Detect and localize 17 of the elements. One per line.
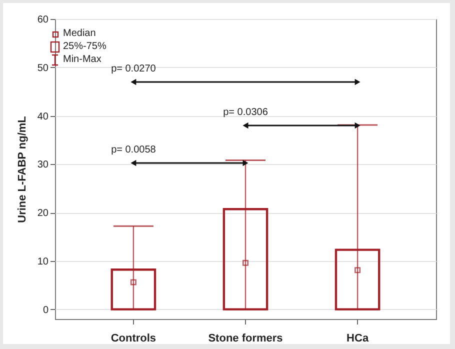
y-tick-label: 0 [42, 304, 49, 316]
annotation: Median [63, 27, 96, 40]
y-tick-label: 60 [37, 14, 49, 26]
y-tick-label: 10 [37, 256, 49, 268]
y-axis-title: Urine L-FABP ng/mL [16, 116, 28, 223]
annotation: Min-Max [63, 53, 102, 66]
x-tick-label: HCa [346, 332, 370, 344]
y-tick-label: 20 [37, 208, 49, 220]
annotation: p= 0.0270 [111, 64, 156, 74]
annotation: 25%-75% [63, 40, 106, 53]
y-tick-label: 40 [37, 111, 49, 122]
y-tick-label: 50 [37, 62, 49, 74]
x-tick-label: Stone formers [208, 332, 283, 344]
y-tick-label: 30 [37, 160, 49, 171]
annotation: p= 0.0306 [223, 107, 268, 118]
x-tick-label: Controls [110, 332, 156, 344]
annotation: p= 0.0058 [111, 144, 156, 156]
